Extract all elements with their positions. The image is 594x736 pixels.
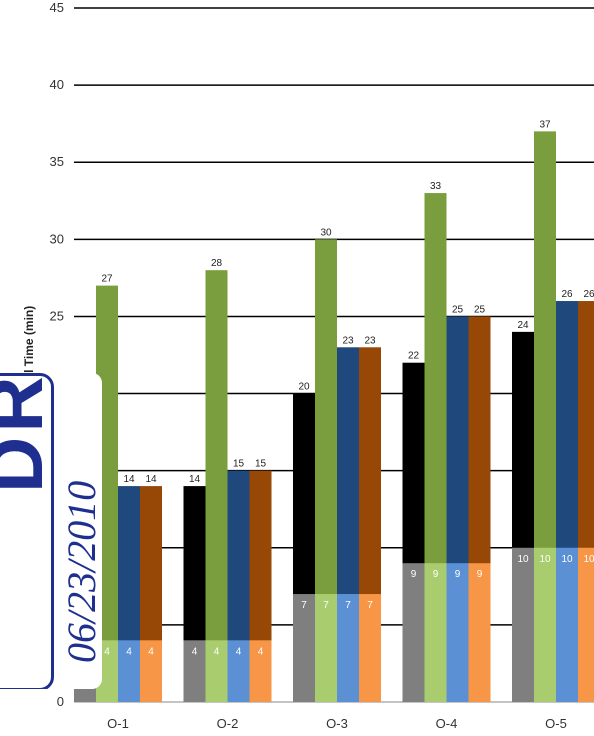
- bar-total: [206, 270, 228, 702]
- data-label-total: 24: [517, 320, 529, 331]
- x-tick-label: O-2: [217, 716, 239, 731]
- data-label-total: 15: [255, 459, 267, 470]
- x-tick-label: O-3: [326, 716, 348, 731]
- data-label-base: 7: [367, 600, 373, 611]
- y-tick-label: 40: [50, 77, 64, 92]
- data-label-total: 25: [452, 304, 464, 315]
- data-label-base: 10: [583, 554, 594, 565]
- data-label-total: 26: [583, 289, 594, 300]
- data-label-total: 14: [123, 474, 135, 485]
- x-tick-label: O-4: [436, 716, 458, 731]
- data-label-total: 14: [189, 474, 201, 485]
- bar-base: [403, 563, 425, 702]
- data-label-total: 23: [342, 335, 354, 346]
- bar-base: [469, 563, 491, 702]
- data-label-base: 4: [148, 646, 154, 657]
- y-tick-label: 25: [50, 308, 64, 323]
- y-tick-label: 35: [50, 154, 64, 169]
- data-label-total: 37: [539, 119, 551, 130]
- data-label-total: 30: [320, 227, 332, 238]
- data-label-base: 4: [214, 646, 220, 657]
- data-label-base: 4: [104, 646, 110, 657]
- bar-base: [556, 548, 578, 702]
- data-label-base: 10: [517, 554, 529, 565]
- data-label-base: 4: [126, 646, 132, 657]
- data-label-total: 22: [408, 351, 420, 362]
- data-label-base: 4: [258, 646, 264, 657]
- bar-base: [534, 548, 556, 702]
- data-label-total: 27: [101, 274, 113, 285]
- bars: [74, 131, 594, 702]
- data-label-base: 9: [433, 569, 439, 580]
- data-label-base: 4: [192, 646, 198, 657]
- data-label-total: 28: [211, 258, 223, 269]
- data-label-base: 9: [477, 569, 483, 580]
- bar-base: [425, 563, 447, 702]
- data-label-total: 15: [233, 459, 245, 470]
- data-label-total: 25: [474, 304, 486, 315]
- x-tick-label: O-5: [545, 716, 567, 731]
- data-label-total: 20: [298, 382, 310, 393]
- data-label-total: 23: [364, 335, 376, 346]
- data-label-total: 26: [561, 289, 573, 300]
- data-label-total: 14: [145, 474, 157, 485]
- y-tick-label: 45: [50, 0, 64, 15]
- stamp-date-text: 06/23/2010: [58, 481, 102, 663]
- y-tick-label: 0: [57, 694, 64, 709]
- data-label-base: 9: [411, 569, 417, 580]
- data-label-base: 10: [539, 554, 551, 565]
- bar-base: [512, 548, 534, 702]
- bar-base: [447, 563, 469, 702]
- data-label-base: 9: [455, 569, 461, 580]
- data-label-base: 7: [323, 600, 329, 611]
- data-label-base: 4: [236, 646, 242, 657]
- bar-base: [578, 548, 594, 702]
- data-label-base: 7: [301, 600, 307, 611]
- data-label-base: 7: [345, 600, 351, 611]
- data-label-total: 33: [430, 181, 442, 192]
- x-tick-label: O-1: [107, 716, 129, 731]
- stamp-draft-text: DRAFT: [0, 373, 61, 493]
- data-label-base: 10: [561, 554, 573, 565]
- y-tick-label: 30: [50, 231, 64, 246]
- draft-stamp: DRAFT 06/23/2010: [0, 373, 102, 689]
- x-axis-ticks: O-1 O-2 O-3 O-4 O-5: [107, 716, 567, 731]
